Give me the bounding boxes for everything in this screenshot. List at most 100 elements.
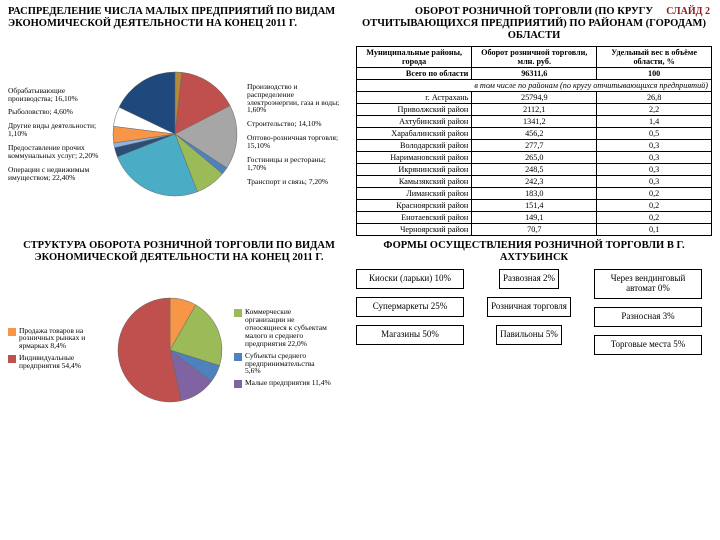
chart1: Обрабатывающие производства; 16,10% Рыбол… — [8, 34, 350, 234]
table-cell: Черноярский район — [357, 224, 472, 236]
table-cell: Ахтубинский район — [357, 116, 472, 128]
chart-label: Операции с недвижимым имуществом; 22,40% — [8, 166, 103, 182]
form-box: Разносная 3% — [594, 307, 702, 327]
table-cell: 277,7 — [472, 140, 597, 152]
legend-swatch — [234, 353, 242, 361]
table-cell: Камызякский район — [357, 176, 472, 188]
table-cell: 0,2 — [597, 200, 712, 212]
table-row: Всего по области96311,6100 — [357, 68, 712, 80]
table-note: в том числе по районам (по кругу отчитыв… — [357, 80, 712, 92]
chart-label: Производство и распределение электроэнер… — [247, 83, 342, 115]
chart1-left-labels: Обрабатывающие производства; 16,10% Рыбол… — [8, 87, 103, 182]
table-cell: Икрянинский район — [357, 164, 472, 176]
table-cell: Наримановский район — [357, 152, 472, 164]
table-cell: 0,3 — [597, 176, 712, 188]
table-cell: 0,3 — [597, 140, 712, 152]
table-cell: 149,1 — [472, 212, 597, 224]
table-cell: г. Астрахань — [357, 92, 472, 104]
table-row: Наримановский район265,00,3 — [357, 152, 712, 164]
left-title-2: СТРУКТУРА ОБОРОТА РОЗНИЧНОЙ ТОРГОВЛИ ПО … — [8, 240, 350, 264]
legend-swatch — [8, 328, 16, 336]
data-table: Муниципальные районы, городаОборот розни… — [356, 46, 712, 236]
legend-label: Коммерческие организации не относящиеся … — [245, 308, 332, 347]
table-cell: Лиманский район — [357, 188, 472, 200]
table-row: Приволжский район2112,12,2 — [357, 104, 712, 116]
table-cell: Всего по области — [357, 68, 472, 80]
chart2-left-legend: Продажа товаров на розничных рынках и яр… — [8, 327, 106, 374]
legend-swatch — [8, 355, 16, 363]
table-row: Камызякский район242,30,3 — [357, 176, 712, 188]
legend-item: Малые предприятия 11,4% — [234, 379, 332, 388]
form-box: Супермаркеты 25% — [356, 297, 464, 317]
table-header: Оборот розничной торговли, млн. руб. — [472, 47, 597, 68]
forms-diagram: Киоски (ларьки) 10%Супермаркеты 25%Магаз… — [356, 269, 712, 355]
table-cell: 151,4 — [472, 200, 597, 212]
chart-label: Строительство; 14,10% — [247, 120, 342, 128]
table-cell: 70,7 — [472, 224, 597, 236]
table-cell: Красноярский район — [357, 200, 472, 212]
chart2: Продажа товаров на розничных рынках и яр… — [8, 270, 350, 430]
table-cell: 0,2 — [597, 188, 712, 200]
table-row: Ахтубинский район1341,21,4 — [357, 116, 712, 128]
table-header: Муниципальные районы, города — [357, 47, 472, 68]
chart-label: Гостиницы и рестораны; 1,70% — [247, 156, 342, 172]
table-cell: 265,0 — [472, 152, 597, 164]
form-box: Розничная торговля — [487, 297, 571, 317]
legend-swatch — [234, 380, 242, 388]
legend-label: Индивидуальные предприятия 54,4% — [19, 354, 106, 370]
table-cell: 0,3 — [597, 164, 712, 176]
pie-chart-2 — [110, 290, 230, 410]
table-cell: Енотаевский район — [357, 212, 472, 224]
table-row: Володарский район277,70,3 — [357, 140, 712, 152]
legend-label: Малые предприятия 11,4% — [245, 379, 331, 388]
table-cell: 248,5 — [472, 164, 597, 176]
table-cell: 96311,6 — [472, 68, 597, 80]
chart-label: Предоставление прочих коммунальных услуг… — [8, 144, 103, 160]
legend-item: Коммерческие организации не относящиеся … — [234, 308, 332, 347]
table-row: Лиманский район183,00,2 — [357, 188, 712, 200]
table-cell: 25794,9 — [472, 92, 597, 104]
legend-item: Субъекты среднего предпринимательства 5,… — [234, 352, 332, 376]
table-cell: 0,1 — [597, 224, 712, 236]
table-row: Енотаевский район149,10,2 — [357, 212, 712, 224]
chart-label: Обрабатывающие производства; 16,10% — [8, 87, 103, 103]
table-cell: 2,2 — [597, 104, 712, 116]
legend-label: Субъекты среднего предпринимательства 5,… — [245, 352, 332, 376]
form-box: Развозная 2% — [499, 269, 559, 289]
forms-title: ФОРМЫ ОСУЩЕСТВЛЕНИЯ РОЗНИЧНОЙ ТОРГОВЛИ В… — [356, 240, 712, 263]
table-cell: Володарский район — [357, 140, 472, 152]
left-title-1: РАСПРЕДЕЛЕНИЕ ЧИСЛА МАЛЫХ ПРЕДПРИЯТИЙ ПО… — [8, 6, 350, 30]
pie-chart-1 — [105, 64, 245, 204]
table-row: Красноярский район151,40,2 — [357, 200, 712, 212]
table-cell: 0,5 — [597, 128, 712, 140]
slide-number: СЛАЙД 2 — [666, 6, 710, 17]
right-title: ОБОРОТ РОЗНИЧНОЙ ТОРГОВЛИ (ПО КРУГУ ОТЧИ… — [356, 6, 712, 42]
table-cell: 183,0 — [472, 188, 597, 200]
form-box: Магазины 50% — [356, 325, 464, 345]
table-cell: 100 — [597, 68, 712, 80]
table-cell: Харабалинский район — [357, 128, 472, 140]
table-cell: 1341,2 — [472, 116, 597, 128]
table-cell: 1,4 — [597, 116, 712, 128]
table-note-row: в том числе по районам (по кругу отчитыв… — [357, 80, 712, 92]
form-box: Павильоны 5% — [496, 325, 562, 345]
chart-label: Оптово-розничная торговля; 15,10% — [247, 134, 342, 150]
legend-label: Продажа товаров на розничных рынках и яр… — [19, 327, 106, 351]
legend-swatch — [234, 309, 242, 317]
form-box: Торговые места 5% — [594, 335, 702, 355]
table-cell: 242,3 — [472, 176, 597, 188]
table-cell: 0,3 — [597, 152, 712, 164]
chart2-right-legend: Коммерческие организации не относящиеся … — [234, 308, 332, 392]
table-cell: 456,2 — [472, 128, 597, 140]
table-header: Удельный вес в объёме области, % — [597, 47, 712, 68]
chart-label: Рыболовство; 4,60% — [8, 108, 103, 116]
chart-label: Другие виды деятельности; 1,10% — [8, 122, 103, 138]
table-row: Черноярский район70,70,1 — [357, 224, 712, 236]
table-row: Икрянинский район248,50,3 — [357, 164, 712, 176]
form-box: Через вендинговый автомат 0% — [594, 269, 702, 299]
legend-item: Продажа товаров на розничных рынках и яр… — [8, 327, 106, 351]
table-row: г. Астрахань25794,926,8 — [357, 92, 712, 104]
table-cell: 26,8 — [597, 92, 712, 104]
chart-label: Транспорт и связь; 7,20% — [247, 178, 342, 186]
table-cell: 2112,1 — [472, 104, 597, 116]
